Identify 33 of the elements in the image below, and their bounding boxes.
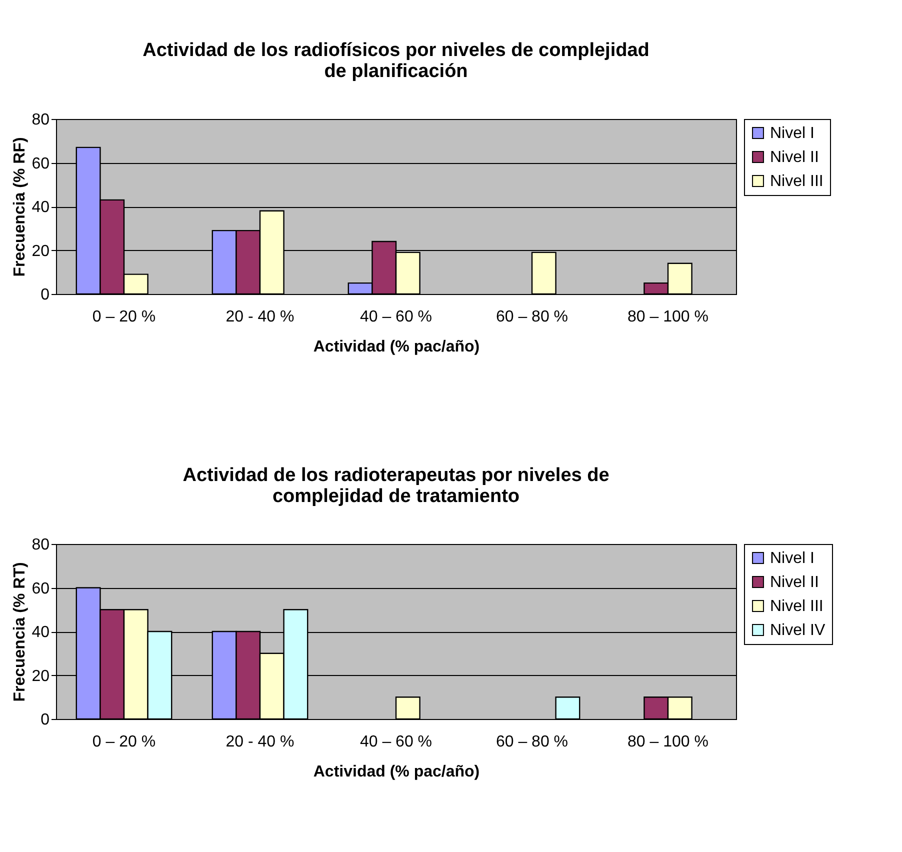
y-tick-label: 20	[32, 242, 50, 260]
y-axis-title: Frecuencia (% RT)	[12, 562, 29, 702]
y-tick-label: 40	[32, 624, 50, 641]
x-axis-title: Actividad (% pac/año)	[313, 338, 480, 356]
y-tick-label: 60	[32, 580, 50, 598]
y-tick-label: 40	[32, 199, 50, 216]
legend-label: Nivel IV	[770, 622, 826, 639]
y-tick-label: 60	[32, 155, 50, 172]
x-tick-label: 20 - 40 %	[226, 308, 294, 326]
x-tick-label: 60 – 80 %	[496, 734, 568, 750]
x-axis-title: Actividad (% pac/año)	[313, 764, 480, 780]
x-tick-label: 0 – 20 %	[92, 308, 156, 326]
x-tick-label: 60 – 80 %	[496, 308, 568, 326]
x-tick-label: 40 – 60 %	[360, 308, 432, 326]
y-tick-label: 20	[32, 668, 50, 685]
y-tick-label: 80	[32, 536, 50, 554]
x-tick-label: 80 – 100 %	[628, 308, 708, 326]
y-tick-label: 80	[32, 112, 50, 128]
x-tick-label: 40 – 60 %	[360, 734, 432, 750]
chart-title: Actividad de los radiofísicos por niveles de complejidad de planificación	[142, 40, 650, 82]
chart-title: Actividad de los radioterapeutas por niveles de complejidad de tratamiento	[182, 465, 610, 507]
legend-label: Nivel I	[770, 550, 814, 567]
x-tick-label: 80 – 100 %	[628, 734, 708, 750]
x-tick-label: 0 – 20 %	[92, 734, 156, 750]
y-axis-title: Frecuencia (% RF)	[12, 137, 29, 277]
legend-label: Nivel II	[770, 149, 819, 166]
legend-label: Nivel III	[770, 598, 824, 615]
y-tick-label: 0	[40, 286, 50, 304]
legend-label: Nivel III	[770, 173, 824, 190]
legend-label: Nivel I	[770, 125, 814, 142]
legend-label: Nivel II	[770, 574, 819, 591]
y-tick-label: 0	[40, 712, 50, 728]
x-tick-label: 20 - 40 %	[226, 734, 294, 750]
